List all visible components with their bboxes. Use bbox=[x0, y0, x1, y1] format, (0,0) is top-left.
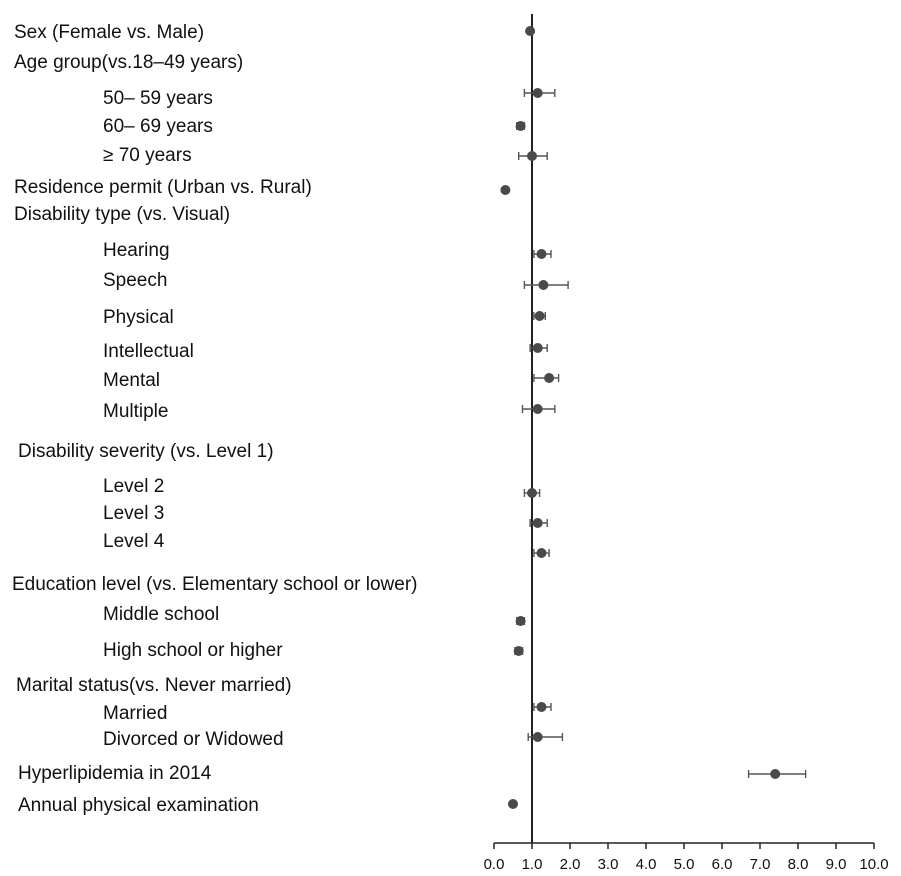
estimate-row bbox=[515, 121, 526, 131]
point-estimate bbox=[532, 88, 543, 98]
row-label: Divorced or Widowed bbox=[103, 729, 284, 750]
point-estimate bbox=[500, 185, 511, 195]
row-label: Level 3 bbox=[103, 503, 165, 524]
estimate-row bbox=[518, 151, 548, 161]
point-estimate bbox=[527, 488, 537, 498]
point-estimate bbox=[513, 646, 524, 656]
point-estimate bbox=[515, 121, 526, 131]
row-label: Middle school bbox=[103, 604, 220, 625]
x-tick-label: 10.0 bbox=[859, 856, 888, 873]
point-estimate bbox=[536, 548, 547, 558]
row-label: Speech bbox=[103, 270, 168, 291]
estimate-row bbox=[513, 646, 524, 656]
row-label: Multiple bbox=[103, 401, 169, 422]
estimate-row bbox=[500, 185, 511, 195]
point-estimate bbox=[525, 26, 536, 36]
row-label: Annual physical examination bbox=[18, 795, 259, 816]
estimate-row bbox=[533, 249, 552, 259]
row-label: 60– 69 years bbox=[103, 116, 213, 137]
estimate-row bbox=[521, 404, 556, 414]
point-estimate bbox=[515, 616, 526, 626]
group-heading: Marital status(vs. Never married) bbox=[16, 675, 292, 696]
row-label: High school or higher bbox=[103, 640, 283, 661]
group-heading: Disability severity (vs. Level 1) bbox=[18, 441, 274, 462]
estimate-row bbox=[508, 799, 518, 809]
row-label: Residence permit (Urban vs. Rural) bbox=[14, 177, 312, 198]
estimate-row bbox=[523, 488, 541, 498]
estimate-row bbox=[527, 732, 564, 742]
estimate-row bbox=[533, 311, 546, 321]
row-label: Mental bbox=[103, 370, 161, 391]
point-estimate bbox=[532, 343, 543, 353]
row-label: ≥ 70 years bbox=[103, 145, 192, 166]
estimate-row bbox=[533, 702, 552, 712]
estimate-row bbox=[523, 280, 569, 290]
row-label: Sex (Female vs. Male) bbox=[14, 22, 205, 43]
estimate-row bbox=[515, 616, 526, 626]
group-heading: Education level (vs. Elementary school o… bbox=[12, 574, 418, 595]
estimate-row bbox=[529, 518, 548, 528]
x-tick-label: 6.0 bbox=[712, 856, 733, 873]
row-label: Hyperlipidemia in 2014 bbox=[18, 763, 212, 784]
point-estimate bbox=[532, 518, 543, 528]
row-label: Intellectual bbox=[103, 341, 194, 362]
group-heading: Age group(vs.18–49 years) bbox=[14, 52, 244, 73]
point-estimate bbox=[544, 373, 555, 383]
estimate-row bbox=[533, 373, 560, 383]
row-label: Level 4 bbox=[103, 531, 165, 552]
x-tick-label: 3.0 bbox=[598, 856, 619, 873]
point-estimate bbox=[534, 311, 545, 321]
estimate-row bbox=[525, 26, 536, 36]
point-estimate bbox=[770, 769, 781, 779]
point-estimate bbox=[527, 151, 537, 161]
point-estimate bbox=[508, 799, 518, 809]
x-tick-label: 5.0 bbox=[674, 856, 695, 873]
group-heading: Disability type (vs. Visual) bbox=[14, 204, 231, 225]
row-label: Married bbox=[103, 703, 168, 724]
estimate-row bbox=[747, 769, 807, 779]
point-estimate bbox=[532, 732, 543, 742]
estimates-layer bbox=[500, 26, 807, 809]
row-label: Physical bbox=[103, 307, 174, 328]
x-tick-label: 9.0 bbox=[826, 856, 847, 873]
row-label: Hearing bbox=[103, 240, 170, 261]
x-axis: 0.0 1.0 2.0 3.0 4.0 5.0 6.0 7.0 8.0 9.0 10.0 bbox=[484, 14, 889, 873]
x-tick-label: 8.0 bbox=[788, 856, 809, 873]
estimate-row bbox=[523, 88, 556, 98]
point-estimate bbox=[532, 404, 543, 414]
x-tick-label: 0.0 bbox=[484, 856, 505, 873]
point-estimate bbox=[536, 249, 547, 259]
estimate-row bbox=[529, 343, 548, 353]
x-tick-label: 7.0 bbox=[750, 856, 771, 873]
x-tick-label: 2.0 bbox=[560, 856, 581, 873]
point-estimate bbox=[538, 280, 549, 290]
estimate-row bbox=[533, 548, 550, 558]
point-estimate bbox=[536, 702, 547, 712]
row-label: Level 2 bbox=[103, 476, 165, 497]
x-tick-label: 1.0 bbox=[522, 856, 543, 873]
row-label: 50– 59 years bbox=[103, 88, 213, 109]
x-tick-label: 4.0 bbox=[636, 856, 657, 873]
